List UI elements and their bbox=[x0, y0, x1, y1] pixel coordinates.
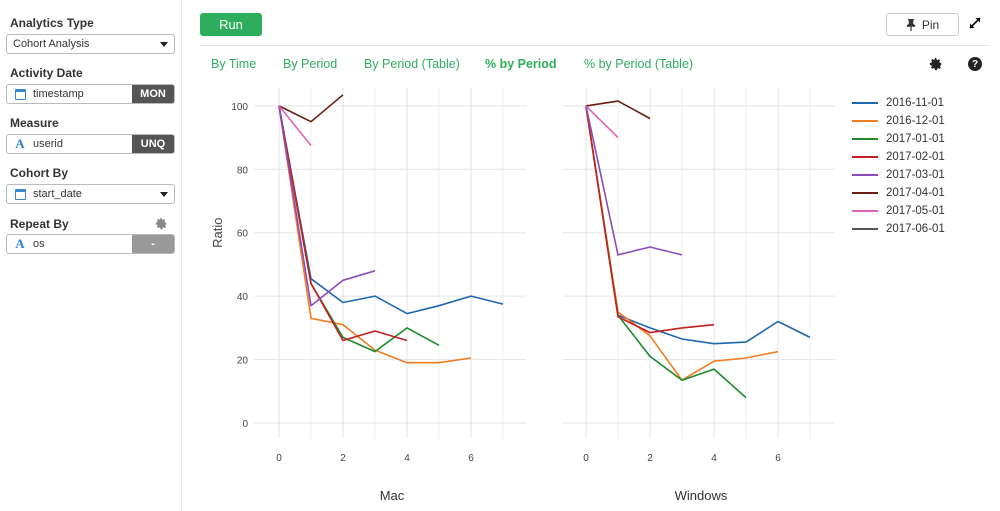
legend-item[interactable]: 2017-03-01 bbox=[852, 168, 945, 182]
gear-icon[interactable] bbox=[155, 217, 168, 230]
x-tick-label: 2 bbox=[647, 453, 653, 464]
legend-item[interactable]: 2017-05-01 bbox=[852, 204, 945, 218]
pin-label: Pin bbox=[921, 17, 940, 32]
series-line-2017-05-01 bbox=[278, 105, 312, 147]
y-tick-label: 60 bbox=[237, 229, 249, 240]
series-line-2017-04-01 bbox=[585, 100, 651, 120]
legend-label: 2017-01-01 bbox=[886, 133, 945, 145]
legend-label: 2017-06-01 bbox=[886, 223, 945, 235]
legend-item[interactable]: 2017-02-01 bbox=[852, 150, 945, 164]
legend-label: 2016-12-01 bbox=[886, 115, 945, 127]
legend-swatch bbox=[852, 174, 878, 176]
y-axis-label: Ratio bbox=[210, 218, 225, 248]
legend-swatch bbox=[852, 120, 878, 122]
analytics-type-label: Analytics Type bbox=[10, 16, 94, 30]
chart-panel-windows: 0 2 4 6 Windows bbox=[563, 88, 835, 503]
repeat-by-field[interactable]: A os - bbox=[6, 234, 175, 254]
series-line-2017-03-01 bbox=[585, 105, 683, 256]
measure-value: userid bbox=[33, 138, 63, 150]
legend-label: 2017-03-01 bbox=[886, 169, 945, 181]
chevron-down-icon bbox=[160, 191, 168, 197]
sidebar: Analytics Type Cohort Analysis Activity … bbox=[0, 0, 182, 511]
legend-swatch bbox=[852, 192, 878, 194]
x-tick-label: 0 bbox=[276, 453, 282, 464]
y-tick-label: 40 bbox=[237, 292, 249, 303]
tab-by-time[interactable]: By Time bbox=[211, 57, 257, 71]
chart-panel-mac: 0 2 4 6 Mac bbox=[254, 88, 526, 503]
series-line-2017-02-01 bbox=[585, 105, 715, 334]
activity-date-value: timestamp bbox=[33, 88, 84, 100]
x-tick-label: 0 bbox=[583, 453, 589, 464]
legend-label: 2017-02-01 bbox=[886, 151, 945, 163]
y-tick-label: 80 bbox=[237, 165, 249, 176]
series-line-2016-11-01 bbox=[585, 105, 811, 345]
y-tick-label: 20 bbox=[237, 356, 249, 367]
series-line-2016-12-01 bbox=[278, 105, 472, 364]
gear-icon[interactable] bbox=[929, 57, 943, 71]
analytics-type-value: Cohort Analysis bbox=[13, 38, 90, 50]
repeat-by-option-button[interactable]: - bbox=[132, 235, 174, 253]
repeat-by-value: os bbox=[33, 238, 45, 250]
activity-date-label: Activity Date bbox=[10, 66, 83, 80]
series-line-2017-04-01 bbox=[278, 94, 344, 123]
pin-button[interactable]: Pin bbox=[886, 13, 959, 36]
panel-title: Mac bbox=[380, 488, 405, 503]
legend-item[interactable]: 2017-01-01 bbox=[852, 132, 945, 146]
calendar-icon bbox=[13, 187, 27, 201]
calendar-icon bbox=[13, 87, 27, 101]
x-tick-label: 6 bbox=[468, 453, 474, 464]
x-tick-label: 4 bbox=[404, 453, 410, 464]
chevron-down-icon bbox=[160, 41, 168, 47]
text-type-icon: A bbox=[15, 136, 25, 151]
x-tick-label: 4 bbox=[711, 453, 717, 464]
expand-icon[interactable] bbox=[968, 16, 982, 30]
run-button[interactable]: Run bbox=[200, 13, 262, 36]
legend-swatch bbox=[852, 102, 878, 104]
pin-icon bbox=[906, 18, 916, 31]
legend-item[interactable]: 2016-12-01 bbox=[852, 114, 945, 128]
legend-item[interactable]: 2017-04-01 bbox=[852, 186, 945, 200]
panel-title: Windows bbox=[675, 488, 728, 503]
help-icon[interactable]: ? bbox=[968, 57, 982, 71]
series-line-2017-02-01 bbox=[278, 105, 408, 342]
legend-swatch bbox=[852, 156, 878, 158]
cohort-by-label: Cohort By bbox=[10, 166, 68, 180]
legend-swatch bbox=[852, 210, 878, 212]
text-type-icon: A bbox=[15, 236, 25, 251]
legend-label: 2017-05-01 bbox=[886, 205, 945, 217]
x-tick-label: 2 bbox=[340, 453, 346, 464]
tab-percent-by-period[interactable]: % by Period bbox=[485, 57, 557, 71]
measure-aggregation-button[interactable]: UNQ bbox=[132, 135, 174, 153]
series-line-2017-05-01 bbox=[585, 105, 619, 139]
tab-by-period-table[interactable]: By Period (Table) bbox=[364, 57, 460, 71]
legend-label: 2017-04-01 bbox=[886, 187, 945, 199]
y-tick-label: 0 bbox=[242, 419, 248, 430]
legend-swatch bbox=[852, 228, 878, 230]
activity-date-granularity-button[interactable]: MON bbox=[132, 85, 174, 103]
y-tick-label: 100 bbox=[231, 102, 248, 113]
legend-swatch bbox=[852, 138, 878, 140]
tab-percent-by-period-table[interactable]: % by Period (Table) bbox=[584, 57, 694, 71]
analytics-type-select[interactable]: Cohort Analysis bbox=[6, 34, 175, 54]
cohort-chart: Ratio 0 20 40 60 80 100 0 2 4 6 Mac 0 2 4 6 Windows bbox=[210, 88, 835, 503]
series-line-2017-03-01 bbox=[278, 105, 376, 307]
legend-item[interactable]: 2017-06-01 bbox=[852, 222, 945, 236]
x-tick-label: 6 bbox=[775, 453, 781, 464]
measure-label: Measure bbox=[10, 116, 59, 130]
cohort-by-select[interactable]: start_date bbox=[6, 184, 175, 204]
activity-date-field[interactable]: timestamp MON bbox=[6, 84, 175, 104]
repeat-by-label: Repeat By bbox=[10, 217, 69, 231]
legend-item[interactable]: 2016-11-01 bbox=[852, 96, 944, 110]
cohort-by-value: start_date bbox=[33, 188, 82, 200]
tab-by-period[interactable]: By Period bbox=[283, 57, 338, 71]
measure-field[interactable]: A userid UNQ bbox=[6, 134, 175, 154]
series-line-2017-01-01 bbox=[278, 105, 440, 353]
toolbar-divider bbox=[200, 45, 990, 46]
series-line-2016-11-01 bbox=[278, 105, 504, 315]
legend-label: 2016-11-01 bbox=[886, 97, 944, 109]
